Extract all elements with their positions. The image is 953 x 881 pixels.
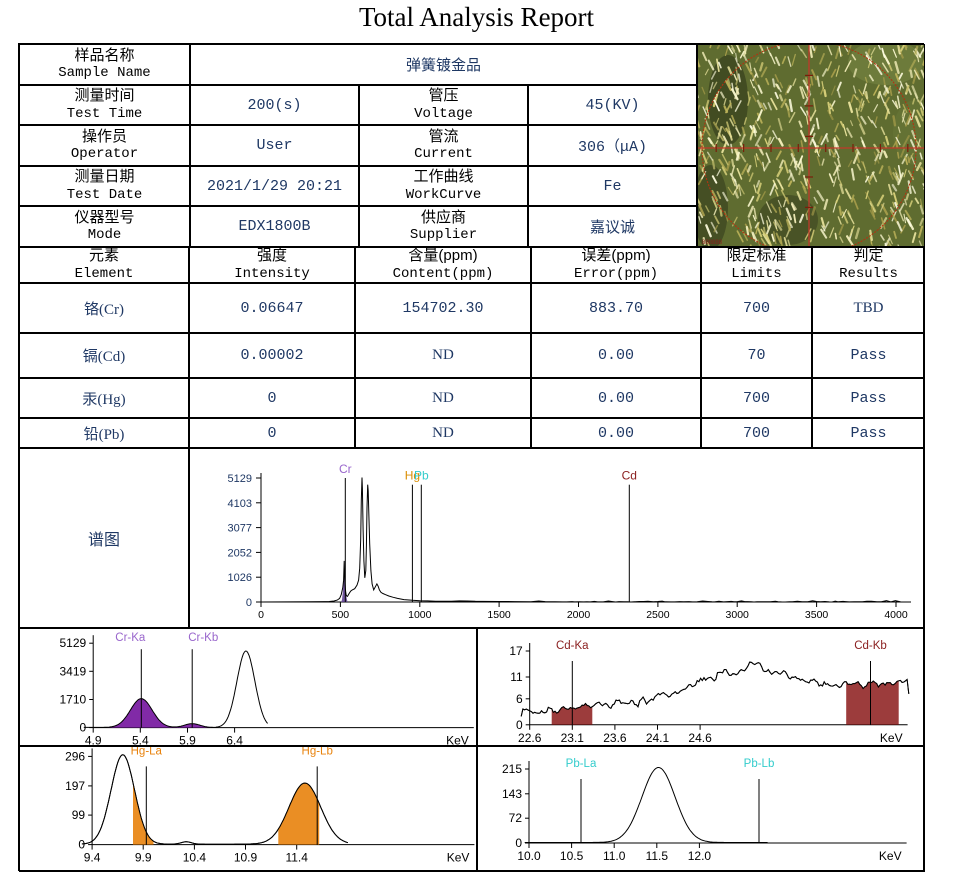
svg-text:0: 0	[246, 597, 252, 609]
svg-text:Cr-Ka: Cr-Ka	[115, 632, 146, 644]
svg-text:0: 0	[516, 718, 523, 732]
svg-text:1000: 1000	[408, 609, 432, 621]
svg-text:Pb-Lb: Pb-Lb	[744, 758, 775, 770]
svg-text:12.0: 12.0	[688, 849, 712, 863]
svg-text:23.6: 23.6	[603, 731, 627, 745]
svg-text:9.4: 9.4	[84, 851, 101, 865]
svg-text:1500: 1500	[487, 609, 511, 621]
svg-text:Pb: Pb	[414, 469, 429, 483]
svg-text:197: 197	[65, 779, 85, 793]
svg-text:5.9: 5.9	[179, 734, 196, 746]
svg-text:Cd: Cd	[622, 469, 637, 483]
svg-text:10.9: 10.9	[234, 851, 258, 865]
svg-text:Hg-La: Hg-La	[131, 747, 163, 757]
svg-text:3000: 3000	[726, 609, 750, 621]
svg-text:KeV: KeV	[879, 849, 902, 863]
svg-text:5129: 5129	[228, 473, 252, 485]
svg-text:3419: 3419	[59, 664, 86, 678]
svg-text:143: 143	[502, 787, 522, 801]
svg-text:4000: 4000	[884, 609, 908, 621]
svg-text:Pb-La: Pb-La	[566, 758, 597, 770]
svg-text:24.1: 24.1	[646, 731, 670, 745]
svg-text:11: 11	[510, 670, 523, 684]
svg-text:Cd-Kb: Cd-Kb	[854, 640, 887, 652]
svg-text:1026: 1026	[228, 572, 252, 584]
svg-text:23.1: 23.1	[561, 731, 585, 745]
svg-text:17: 17	[509, 644, 523, 658]
svg-text:0: 0	[515, 836, 522, 850]
svg-text:KeV: KeV	[880, 731, 903, 745]
svg-text:KeV: KeV	[446, 734, 469, 746]
svg-text:Cd-Ka: Cd-Ka	[556, 640, 589, 652]
svg-text:24.6: 24.6	[688, 731, 712, 745]
svg-text:5.4: 5.4	[132, 734, 149, 746]
svg-text:4103: 4103	[228, 498, 252, 510]
svg-text:10.5: 10.5	[560, 849, 584, 863]
svg-text:11.5: 11.5	[646, 849, 669, 863]
svg-text:2000: 2000	[567, 609, 591, 621]
svg-text:6: 6	[516, 692, 523, 706]
svg-text:3500: 3500	[805, 609, 829, 621]
svg-text:3077: 3077	[228, 523, 252, 535]
svg-text:2500: 2500	[646, 609, 670, 621]
svg-text:0: 0	[258, 609, 264, 621]
svg-text:22.6: 22.6	[518, 731, 542, 745]
svg-text:72: 72	[509, 811, 523, 825]
svg-text:10.0: 10.0	[517, 849, 541, 863]
svg-text:Cr: Cr	[339, 462, 352, 476]
svg-text:6.4: 6.4	[226, 734, 243, 746]
svg-text:10.4: 10.4	[183, 851, 207, 865]
svg-text:9.9: 9.9	[135, 851, 152, 865]
svg-text:296: 296	[65, 749, 85, 763]
svg-text:11.4: 11.4	[285, 851, 308, 865]
svg-text:Cr-Kb: Cr-Kb	[188, 632, 218, 644]
svg-text:500: 500	[332, 609, 350, 621]
svg-text:215: 215	[502, 762, 522, 776]
svg-text:KeV: KeV	[447, 851, 470, 865]
svg-text:1710: 1710	[59, 693, 86, 707]
svg-text:888888: 888888	[702, 240, 723, 246]
svg-text:2052: 2052	[228, 547, 252, 559]
svg-text:Hg-Lb: Hg-Lb	[302, 747, 333, 757]
svg-text:5129: 5129	[59, 636, 86, 650]
svg-text:0: 0	[78, 838, 85, 852]
svg-text:11.0: 11.0	[603, 849, 626, 863]
svg-text:99: 99	[72, 808, 86, 822]
svg-text:4.9: 4.9	[85, 734, 102, 746]
